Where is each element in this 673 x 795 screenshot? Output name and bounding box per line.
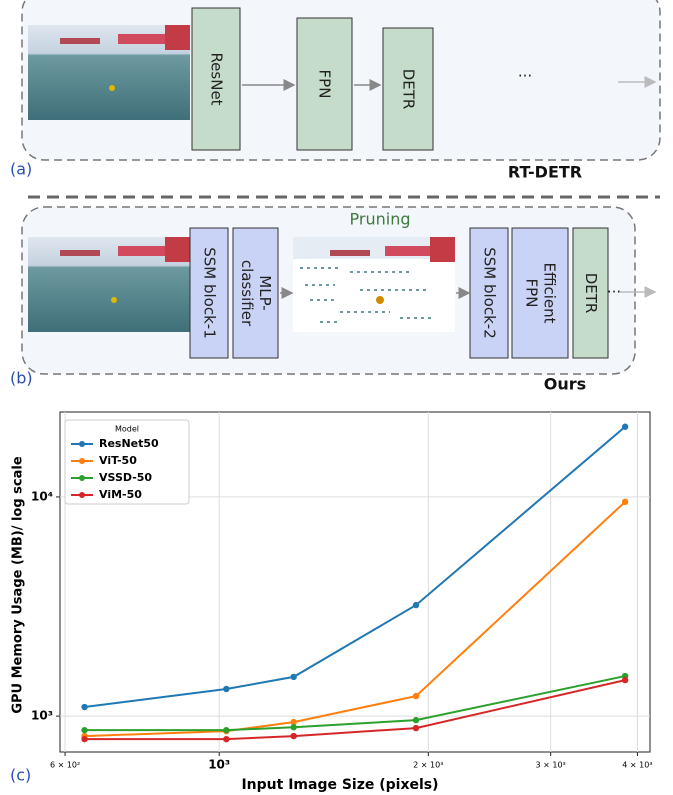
point bbox=[622, 424, 628, 430]
block-label: DETR bbox=[582, 273, 600, 314]
page: ResNet FPN DETR ... (a) RT-DETR Pruning … bbox=[0, 0, 673, 795]
y-tick-label: 10³ bbox=[31, 709, 53, 723]
point bbox=[81, 727, 87, 733]
legend-title: Model bbox=[115, 425, 139, 434]
point bbox=[290, 733, 296, 739]
x-axis-label: Input Image Size (pixels) bbox=[241, 777, 438, 793]
point bbox=[81, 704, 87, 710]
x-tick-label: 4 × 10³ bbox=[622, 761, 652, 770]
legend-swatch bbox=[79, 441, 85, 447]
point bbox=[413, 602, 419, 608]
photo bbox=[28, 25, 190, 120]
point bbox=[413, 717, 419, 723]
x-tick-label: 6 × 10² bbox=[50, 761, 80, 770]
y-axis-label: GPU Memory Usage (MB)/ log scale bbox=[11, 456, 26, 714]
point bbox=[622, 677, 628, 683]
pruning-label: Pruning bbox=[350, 210, 411, 229]
block-label: ResNet bbox=[208, 52, 226, 105]
x-tick-label: 2 × 10³ bbox=[413, 761, 443, 770]
point bbox=[290, 674, 296, 680]
block-label: SSM block-1 bbox=[201, 247, 219, 339]
panel-label: (b) bbox=[10, 369, 33, 388]
block-label: Efficient bbox=[541, 262, 559, 323]
panel-label: (c) bbox=[10, 766, 31, 785]
point bbox=[81, 736, 87, 742]
point bbox=[223, 736, 229, 742]
legend-swatch bbox=[79, 492, 85, 498]
pruned-photo bbox=[293, 237, 455, 332]
legend-label: ResNet50 bbox=[99, 437, 159, 450]
point bbox=[223, 727, 229, 733]
legend-label: ViT-50 bbox=[99, 454, 137, 467]
ellipsis: ... bbox=[607, 279, 621, 297]
legend-swatch bbox=[79, 458, 85, 464]
photo bbox=[28, 237, 190, 332]
legend-label: ViM-50 bbox=[99, 488, 142, 501]
figure: ResNet FPN DETR ... (a) RT-DETR Pruning … bbox=[0, 0, 673, 795]
legend-swatch bbox=[79, 475, 85, 481]
y-tick-label: 10⁴ bbox=[31, 489, 53, 503]
block-label: FPN bbox=[316, 70, 334, 99]
x-tick-label: 3 × 10³ bbox=[536, 761, 566, 770]
block-label: SSM block-2 bbox=[481, 247, 499, 339]
point bbox=[413, 693, 419, 699]
x-tick-label: 10³ bbox=[208, 758, 230, 772]
block-label: DETR bbox=[400, 69, 418, 110]
point bbox=[413, 725, 419, 731]
legend-label: VSSD-50 bbox=[99, 471, 152, 484]
panel-title: RT-DETR bbox=[508, 163, 582, 182]
block-label: MLP- bbox=[256, 275, 274, 310]
block-label: classifier bbox=[238, 260, 256, 327]
ellipsis: ... bbox=[518, 63, 532, 81]
block-label: FPN bbox=[523, 279, 541, 308]
point bbox=[622, 499, 628, 505]
panel-title: Ours bbox=[544, 375, 586, 394]
point bbox=[290, 724, 296, 730]
panel-label: (a) bbox=[10, 160, 32, 179]
point bbox=[223, 686, 229, 692]
